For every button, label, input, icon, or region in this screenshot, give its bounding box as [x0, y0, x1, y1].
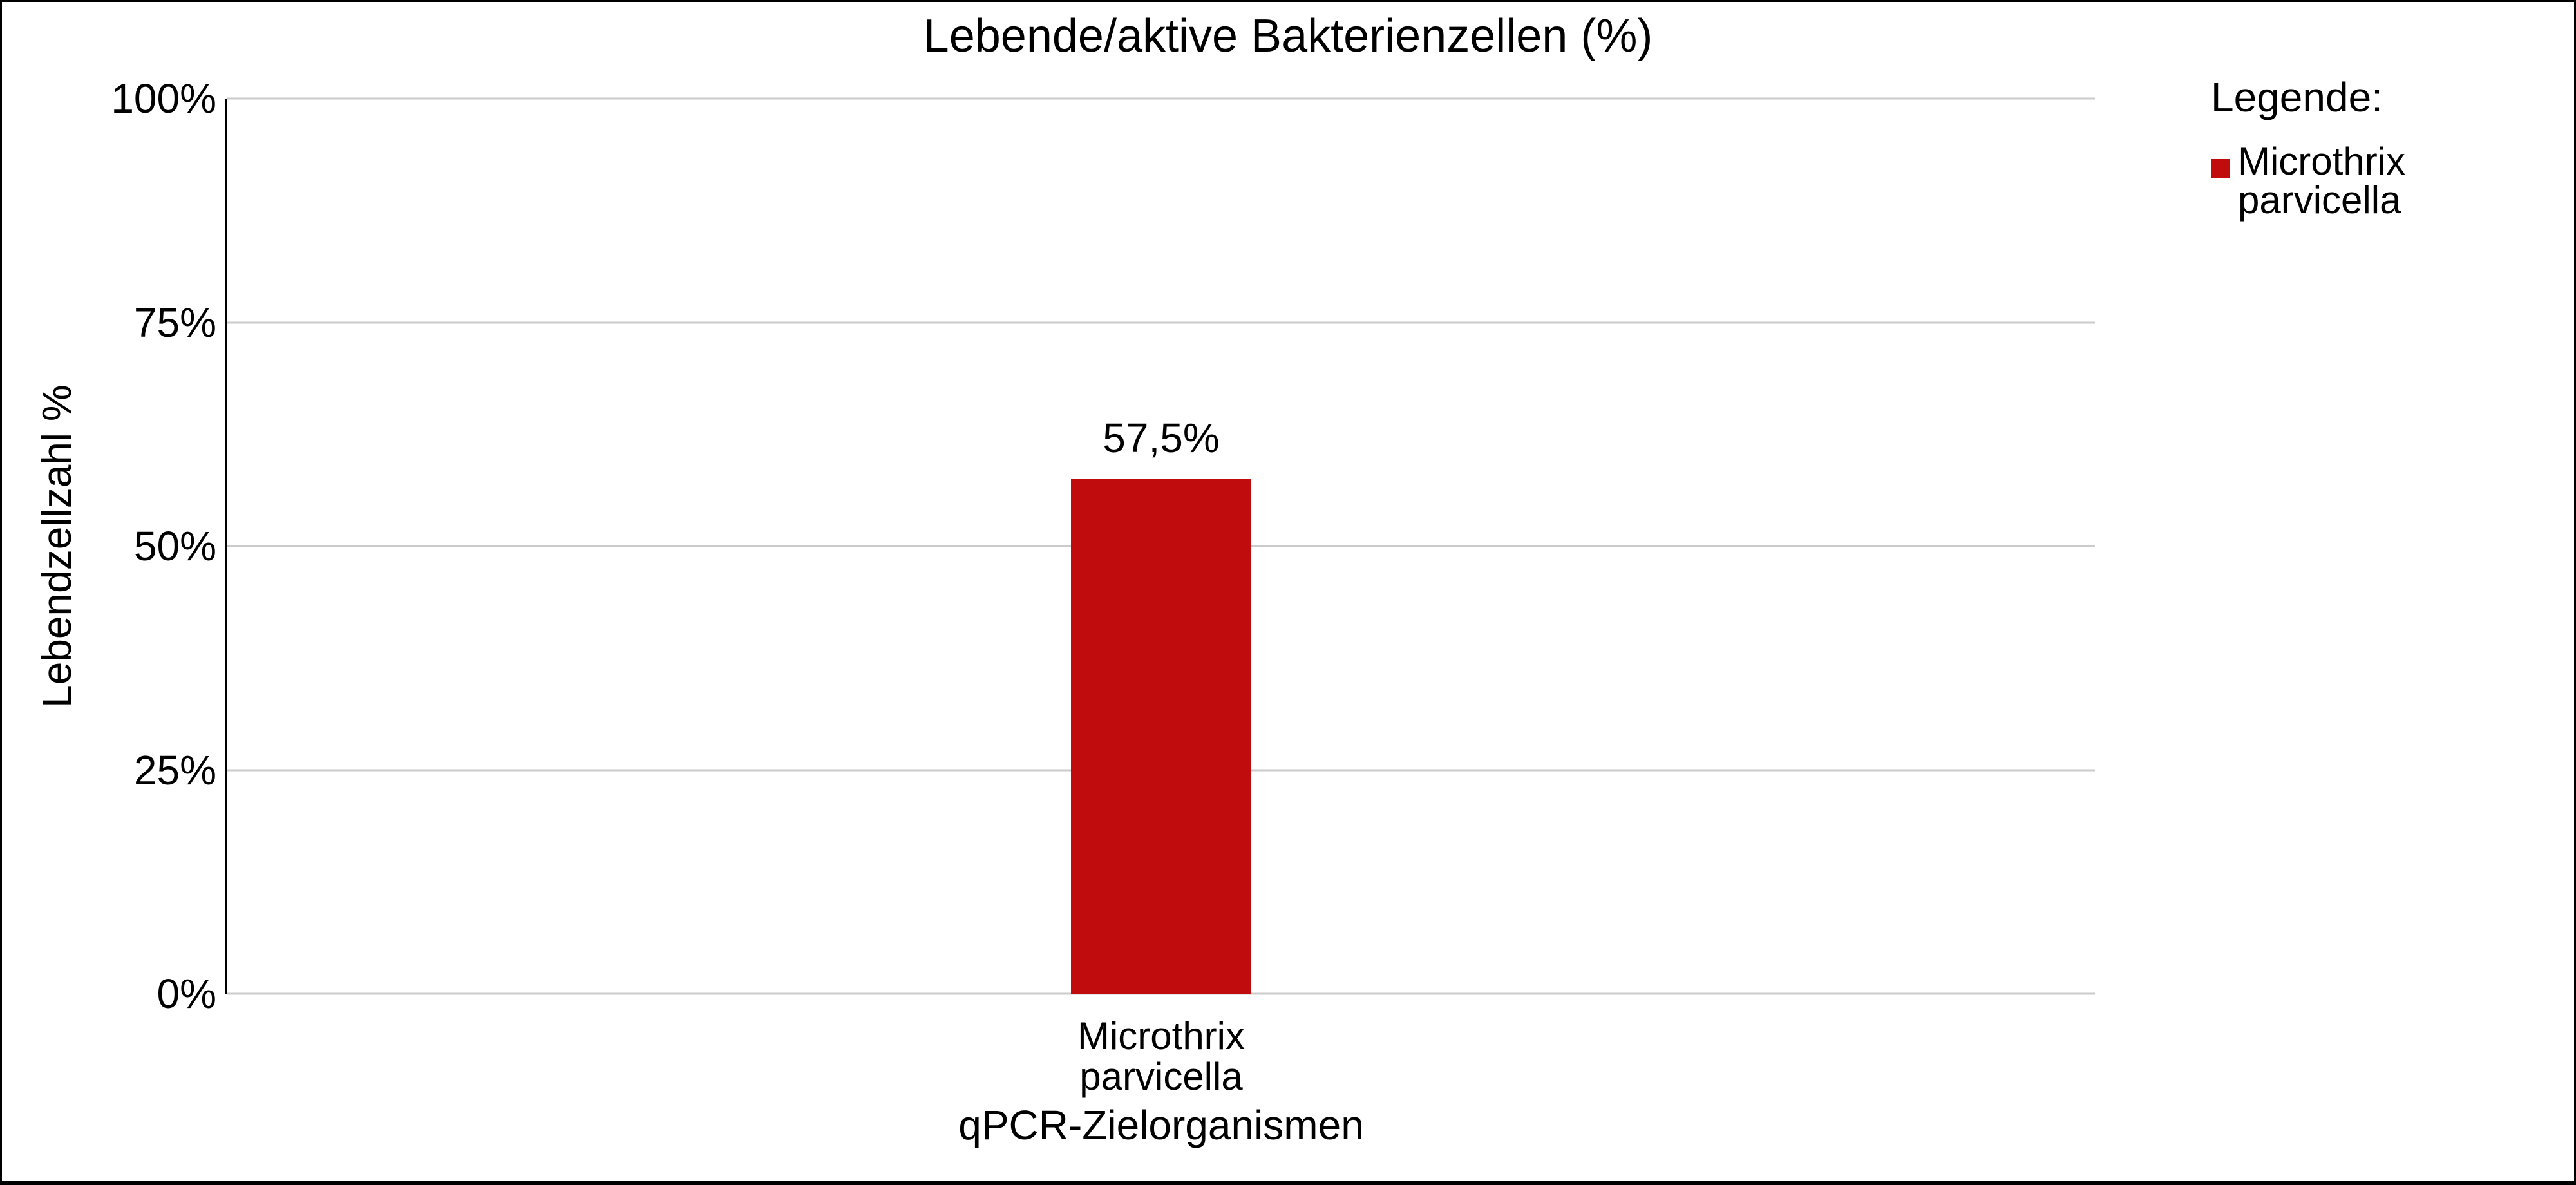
gridline-0: [227, 992, 2095, 995]
legend-title: Legende:: [2211, 74, 2383, 120]
y-tick-0: 0%: [156, 971, 217, 1017]
chart-title: Lebende/aktive Bakterienzellen (%): [923, 10, 1653, 62]
gridline-75: [227, 321, 2095, 323]
bar-value-label: 57,5%: [1103, 414, 1220, 461]
y-tick-50: 50%: [133, 523, 216, 569]
bar: [1071, 479, 1251, 994]
x-category-label: Microthrix parvicella: [1077, 1014, 1245, 1098]
legend: Legende: Microthrix parvicella: [2211, 74, 2559, 220]
gridline-100: [227, 97, 2095, 100]
legend-item-label: Microthrix parvicella: [2238, 139, 2406, 222]
legend-swatch: [2211, 158, 2230, 178]
y-tick-25: 25%: [133, 746, 216, 793]
y-tick-100: 100%: [111, 75, 216, 122]
plot-area: 57,5% Microthrix parvicella: [225, 97, 2095, 1097]
y-tick-75: 75%: [133, 299, 216, 346]
x-axis-title: qPCR-Zielorganismen: [958, 1102, 1364, 1148]
y-axis-line: [225, 99, 227, 994]
y-axis-tick-labels: 100% 75% 50% 25% 0%: [2, 78, 216, 1014]
legend-item: Microthrix parvicella: [2211, 142, 2559, 220]
